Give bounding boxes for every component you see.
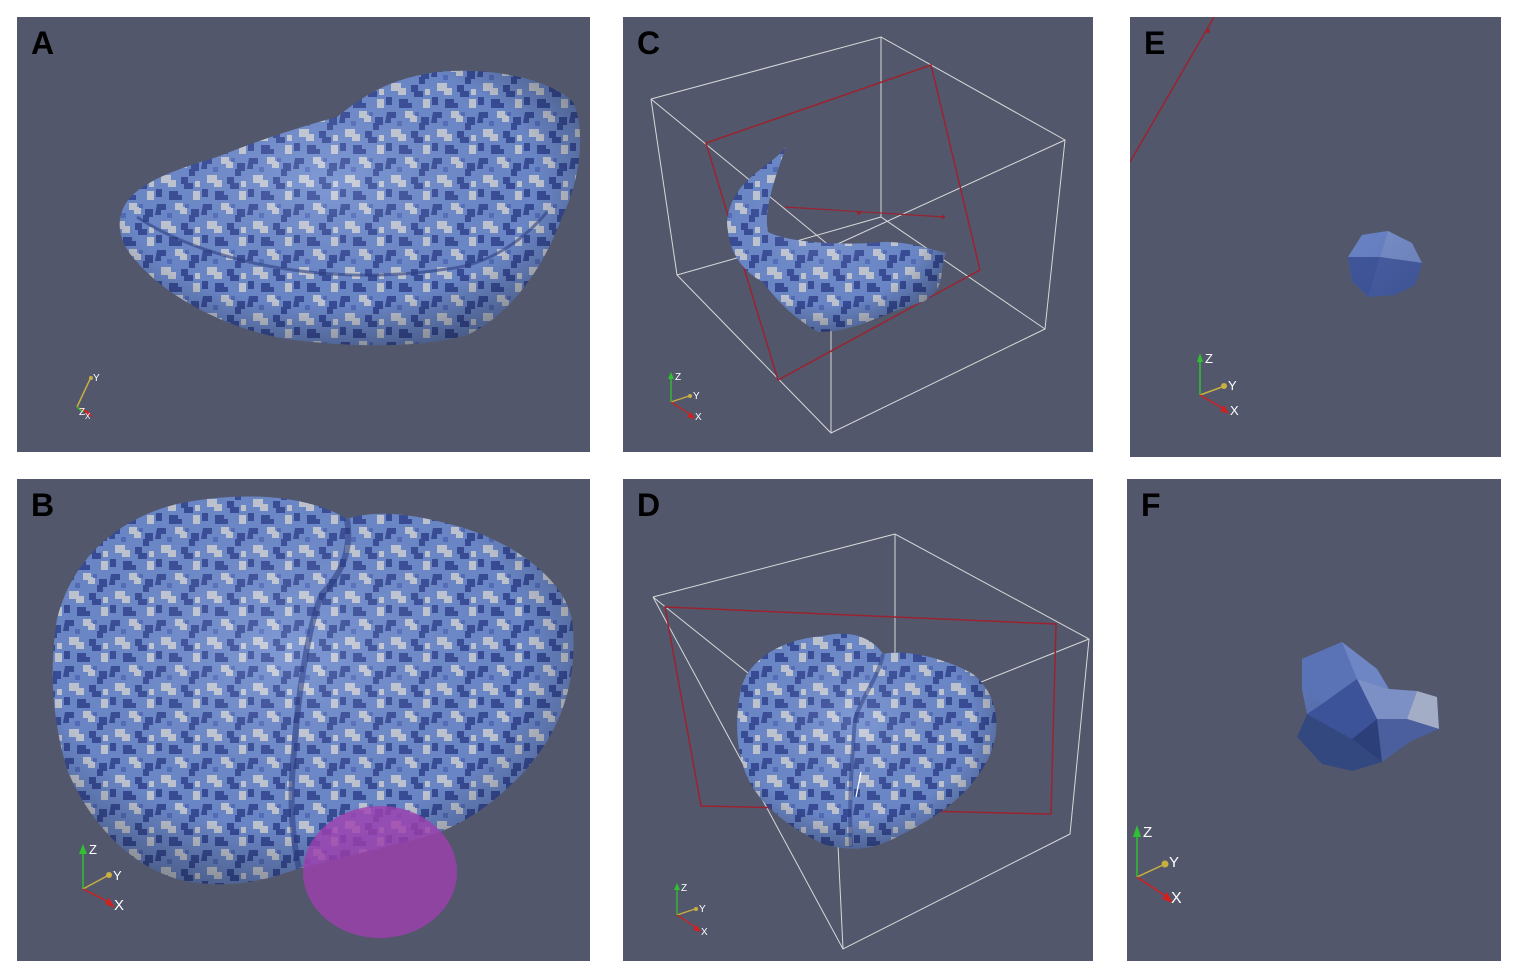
cut-point-1 [857,211,861,215]
panel-b: Z Y X B [17,479,590,961]
cut-point [1206,29,1210,33]
axis-label-x: X [1171,890,1182,907]
axes-widget: Z Y X [1133,824,1182,907]
cut-point-2 [941,215,945,219]
axes-widget: Z Y X [674,883,708,938]
panel-a: Y Z X A [17,17,590,452]
cut-line [784,206,946,218]
panel-d: Z Y X D [623,479,1093,961]
axis-label-x: X [114,897,124,914]
axes-widget: Y Z X [76,373,100,421]
liver-fissure [848,653,885,848]
panel-label-d: D [637,487,661,523]
panel-label-a: A [31,25,55,61]
axis-label-y: Y [699,904,706,915]
axis-label-x: X [695,412,702,423]
panel-a-render: Y Z X [76,70,581,421]
axes-widget: Z Y X [1197,351,1239,418]
liver-surface-shading [52,496,574,885]
axis-label-z: Z [79,407,85,418]
panel-d-render: Z Y X [652,533,1090,950]
liver-bowl-shading [119,70,581,346]
axis-label-z: Z [1143,824,1152,841]
needle-marker [855,771,862,798]
bounding-box [650,36,1066,434]
axis-label-z: Z [1205,351,1213,366]
tumor-lowpoly [1348,231,1422,297]
tumor-sphere [303,806,457,938]
axis-label-z: Z [675,372,681,383]
panel-label-e: E [1144,25,1166,61]
panel-label-b: B [31,487,55,523]
axis-label-y: Y [1228,378,1237,393]
axis-label-x: X [701,927,708,938]
axis-label-x: X [1230,403,1239,418]
cut-plane [664,606,1057,815]
axis-label-y: Y [113,868,122,883]
panel-label-f: F [1141,487,1161,523]
liver-surface-shading [737,633,997,849]
axes-widget: Z Y X [79,842,124,914]
panel-c: Z Y X C [623,17,1093,452]
axes-widget: Z Y X [668,372,702,423]
bowl-rim [136,211,549,277]
axis-label-z: Z [681,883,687,894]
tumor-lowpoly [1297,642,1439,771]
panel-f: Z Y X F [1127,479,1501,961]
panel-f-render: Z Y X [1133,642,1439,907]
liver-fissure [288,518,352,870]
panel-e: Z Y X E [1130,17,1501,457]
panel-e-render: Z Y X [1130,17,1422,418]
cut-plane [705,64,981,382]
panel-label-c: C [637,25,661,61]
axis-label-y: Y [93,373,100,384]
axis-label-y: Y [693,391,700,402]
panel-c-render: Z Y X [650,36,1066,434]
liver-slice-shading [727,147,946,332]
panel-b-render: Z Y X [52,496,574,938]
axis-label-x: X [85,412,91,421]
axis-label-z: Z [89,842,97,857]
cut-line [1130,17,1215,163]
axis-label-y: Y [1169,854,1179,871]
